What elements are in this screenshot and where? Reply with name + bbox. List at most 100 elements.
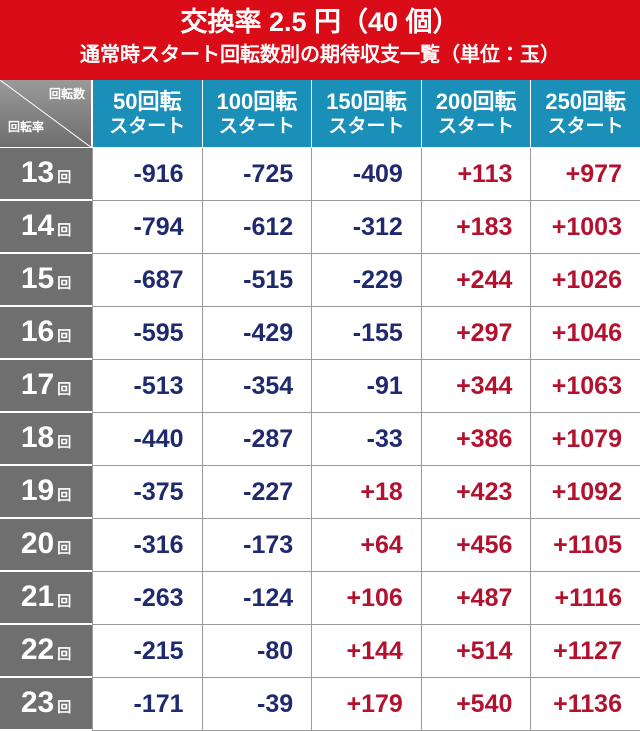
- row-header: 16 回: [0, 307, 92, 360]
- row-header: 23 回: [0, 678, 92, 731]
- value-cell: -287: [201, 413, 312, 466]
- row-rate: 16: [20, 315, 55, 348]
- value-cell: +1127: [530, 625, 640, 678]
- value-cell: +456: [420, 519, 531, 572]
- row-header: 14 回: [0, 201, 92, 254]
- column-header: 100回転 スタート: [201, 80, 312, 148]
- column-label: スタート: [328, 115, 405, 137]
- row-header: 19 回: [0, 466, 92, 519]
- row-unit: 回: [57, 222, 72, 238]
- value-cell: +977: [530, 148, 640, 201]
- value-cell: -440: [92, 413, 202, 466]
- value-cell: -229: [311, 254, 421, 307]
- value-cell: -354: [201, 360, 312, 413]
- value-cell: -312: [311, 201, 421, 254]
- value-cell: +144: [311, 625, 421, 678]
- corner-cell: 回転数 回転率: [0, 80, 92, 148]
- value-cell: +514: [420, 625, 531, 678]
- row-rate: 13: [20, 156, 55, 189]
- value-cell: -515: [201, 254, 312, 307]
- row-rate: 21: [20, 580, 55, 613]
- row-header: 20 回: [0, 519, 92, 572]
- value-cell: +487: [420, 572, 531, 625]
- row-unit: 回: [57, 540, 72, 556]
- value-cell: +1046: [530, 307, 640, 360]
- value-cell: -227: [201, 466, 312, 519]
- value-cell: -409: [311, 148, 421, 201]
- banner: 交換率 2.5 円（40 個） 通常時スタート回転数別の期待収支一覧（単位：玉）: [0, 0, 640, 80]
- row-header: 13 回: [0, 148, 92, 201]
- row-rate: 20: [20, 527, 55, 560]
- row-rate: 17: [20, 368, 55, 401]
- value-cell: +1116: [530, 572, 640, 625]
- row-unit: 回: [57, 328, 72, 344]
- row-rate: 23: [20, 686, 55, 719]
- value-cell: +1063: [530, 360, 640, 413]
- value-cell: +344: [420, 360, 531, 413]
- value-cell: +297: [420, 307, 531, 360]
- row-header: 15 回: [0, 254, 92, 307]
- column-header: 250回転 スタート: [530, 80, 640, 148]
- row-header: 18 回: [0, 413, 92, 466]
- value-cell: -794: [92, 201, 202, 254]
- value-cell: -316: [92, 519, 202, 572]
- value-cell: +183: [420, 201, 531, 254]
- subtitle: 通常時スタート回転数別の期待収支一覧（単位：玉）: [80, 44, 560, 66]
- column-header: 50回転 スタート: [92, 80, 202, 148]
- column-header: 200回転 スタート: [420, 80, 531, 148]
- value-cell: +540: [420, 678, 531, 731]
- corner-bottom: 回転率: [8, 120, 45, 134]
- value-cell: +1136: [530, 678, 640, 731]
- column-label: スタート: [218, 115, 295, 137]
- value-cell: +18: [311, 466, 421, 519]
- row-unit: 回: [57, 646, 72, 662]
- row-rate: 19: [20, 474, 55, 507]
- row-unit: 回: [57, 699, 72, 715]
- value-cell: +1092: [530, 466, 640, 519]
- row-rate: 22: [20, 633, 55, 666]
- value-cell: +1105: [530, 519, 640, 572]
- column-spins: 150回転: [326, 88, 407, 114]
- column-label: スタート: [547, 115, 624, 137]
- corner-top: 回転数: [48, 87, 85, 101]
- value-cell: +1026: [530, 254, 640, 307]
- value-cell: -263: [92, 572, 202, 625]
- value-cell: -173: [201, 519, 312, 572]
- row-rate: 18: [20, 421, 55, 454]
- value-cell: +244: [420, 254, 531, 307]
- value-cell: +106: [311, 572, 421, 625]
- row-header: 22 回: [0, 625, 92, 678]
- value-cell: -429: [201, 307, 312, 360]
- value-cell: -725: [201, 148, 312, 201]
- table: 回転数 回転率 50回転 スタート 100回転 スタート 150回転 スタート 200回転ス…: [0, 80, 640, 731]
- value-cell: +423: [420, 466, 531, 519]
- column-label: スタート: [438, 115, 515, 137]
- value-cell: -687: [92, 254, 202, 307]
- column-spins: 100回転: [216, 88, 298, 114]
- value-cell: +386: [420, 413, 531, 466]
- value-cell: +113: [420, 148, 531, 201]
- row-unit: 回: [57, 487, 72, 503]
- row-rate: 14: [20, 209, 55, 242]
- value-cell: +64: [311, 519, 421, 572]
- value-cell: -595: [92, 307, 202, 360]
- value-cell: -612: [201, 201, 312, 254]
- column-spins: 250回転: [545, 88, 627, 114]
- row-header: 17 回: [0, 360, 92, 413]
- value-cell: -171: [92, 678, 202, 731]
- value-cell: -91: [311, 360, 421, 413]
- value-cell: -39: [201, 678, 312, 731]
- value-cell: +1003: [530, 201, 640, 254]
- value-cell: -916: [92, 148, 202, 201]
- column-spins: 50回転: [113, 88, 182, 114]
- value-cell: -33: [311, 413, 421, 466]
- row-unit: 回: [57, 434, 72, 450]
- value-cell: +179: [311, 678, 421, 731]
- column-spins: 200回転: [435, 88, 517, 114]
- title: 交換率 2.5 円（40 個）: [180, 7, 460, 37]
- corner-diagonal: [0, 80, 92, 148]
- column-label: スタート: [109, 115, 186, 137]
- row-unit: 回: [57, 275, 72, 291]
